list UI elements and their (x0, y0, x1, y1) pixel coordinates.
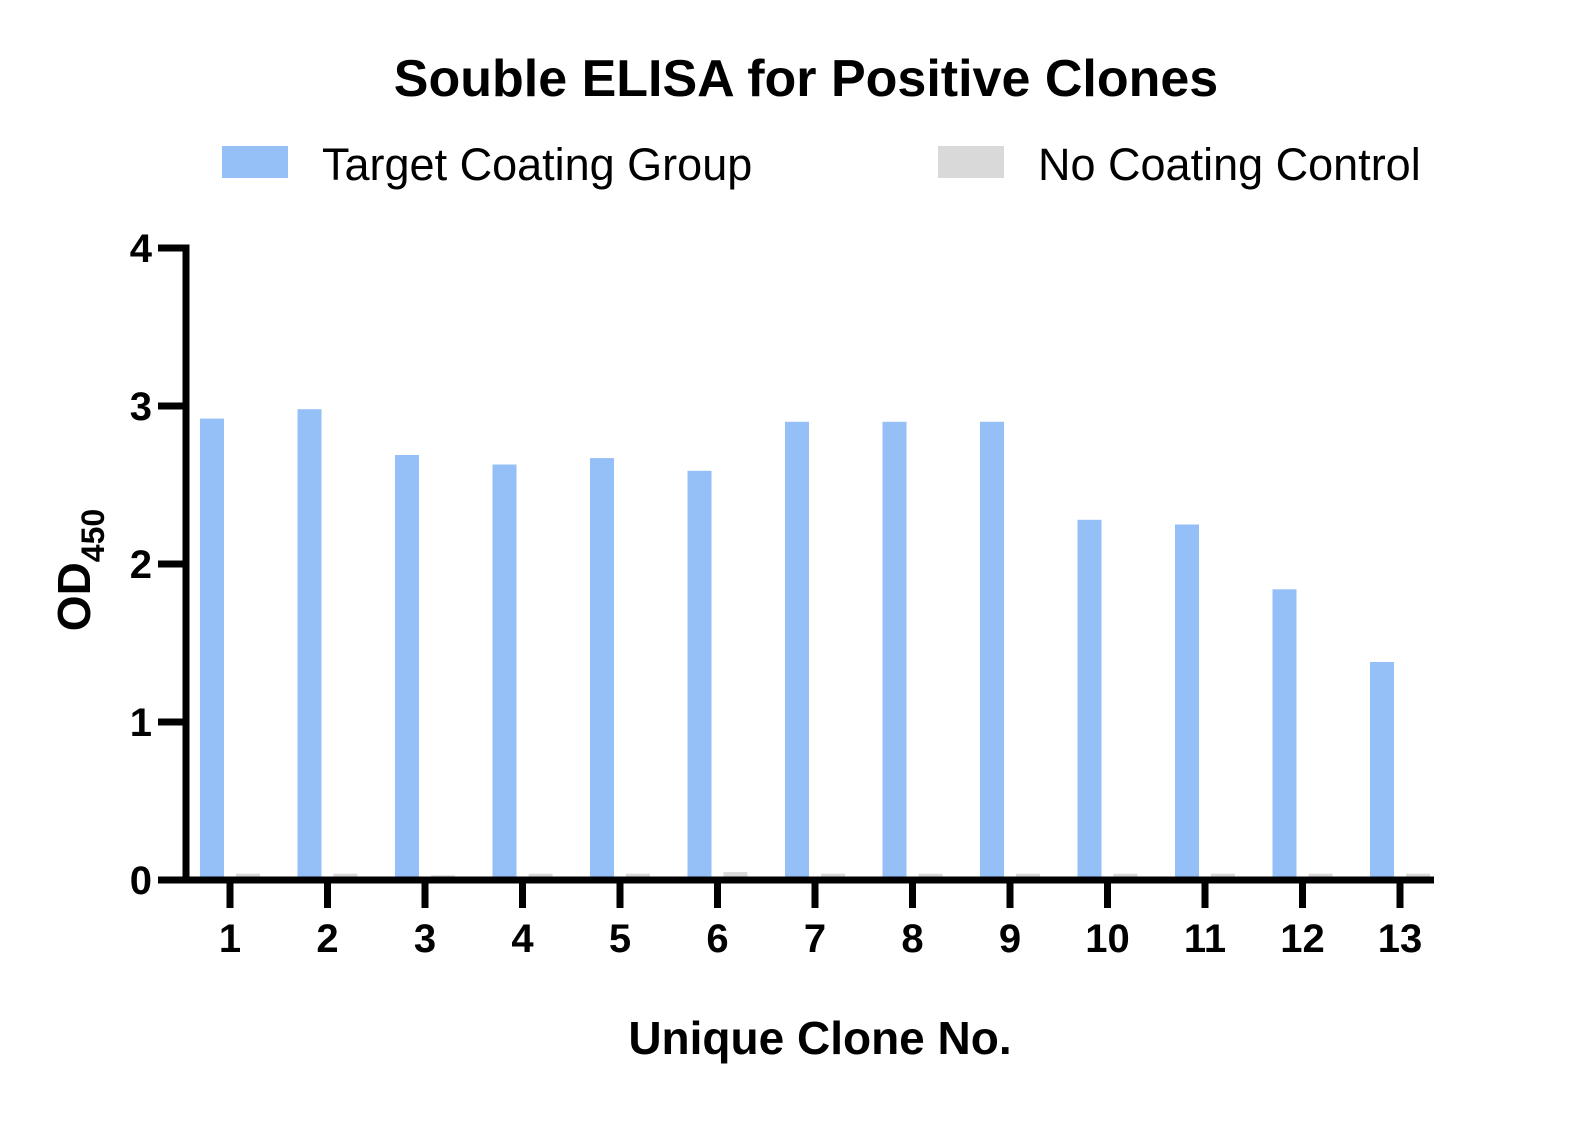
bar-series1-clone-6 (687, 470, 712, 880)
y-tick-label: 0 (130, 859, 152, 903)
bar-series1-clone-13 (1370, 662, 1394, 880)
y-axis-title-group: OD450 (48, 509, 111, 631)
legend-label-no-coating-control: No Coating Control (1038, 139, 1421, 190)
bar-series1-clone-2 (297, 409, 322, 880)
x-axis-title: Unique Clone No. (628, 1012, 1011, 1064)
x-tick-label: 2 (316, 917, 338, 961)
bar-series1-clone-1 (200, 418, 224, 880)
x-tick-label: 13 (1378, 917, 1423, 961)
x-tick-label: 6 (706, 917, 728, 961)
bars-group (200, 409, 1430, 880)
bar-series1-clone-9 (980, 421, 1004, 880)
x-tick-label: 7 (804, 917, 826, 961)
x-tick-label: 8 (901, 917, 923, 961)
legend-swatch-target-coating-group (222, 146, 288, 178)
bar-series2-clone-6 (723, 872, 748, 880)
bar-series1-clone-5 (590, 458, 614, 880)
x-tick-label: 11 (1184, 917, 1226, 961)
x-tick-label: 9 (999, 917, 1021, 961)
y-tick-label: 1 (130, 701, 152, 745)
y-tick-label: 4 (130, 227, 153, 271)
x-tick-label: 5 (609, 917, 631, 961)
x-tick-label: 10 (1085, 917, 1130, 961)
x-tick-label: 12 (1280, 917, 1325, 961)
x-axis-ticks: 1 2 3 4 5 6 7 8 9 10 11 12 13 (219, 880, 1422, 961)
bar-series1-clone-3 (395, 455, 419, 880)
x-tick-label: 3 (414, 917, 436, 961)
bar-series1-clone-12 (1272, 589, 1297, 880)
y-axis-ticks: 0 1 2 3 4 (130, 227, 186, 903)
chart-title: Souble ELISA for Positive Clones (394, 50, 1218, 108)
x-tick-label: 1 (219, 917, 241, 961)
y-axis-title-main: OD (48, 562, 100, 631)
bar-series1-clone-11 (1175, 524, 1199, 880)
x-tick-label: 4 (511, 917, 534, 961)
y-tick-label: 2 (130, 543, 152, 587)
bar-series1-clone-10 (1077, 519, 1102, 880)
y-axis-title: OD450 (48, 509, 111, 631)
bar-series1-clone-7 (785, 421, 809, 880)
y-tick-label: 3 (130, 385, 152, 429)
y-axis-title-subscript: 450 (75, 509, 111, 562)
legend: Target Coating Group No Coating Control (222, 139, 1421, 190)
legend-swatch-no-coating-control (938, 146, 1004, 178)
legend-label-target-coating-group: Target Coating Group (322, 139, 752, 190)
bar-series1-clone-4 (492, 464, 517, 880)
bar-series1-clone-8 (882, 421, 907, 880)
